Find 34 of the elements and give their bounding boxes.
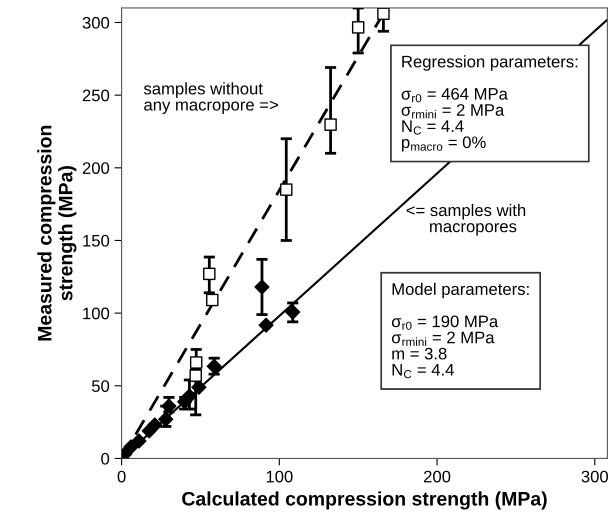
y-tick-label: 200 <box>82 162 110 174</box>
point <box>352 21 364 34</box>
x-tick-label: 200 <box>424 470 450 482</box>
point <box>203 268 216 280</box>
point <box>131 433 147 449</box>
annotation: samples without any macropore => <box>144 82 278 114</box>
y-tick-label: 300 <box>82 16 110 29</box>
point <box>147 417 162 433</box>
point <box>254 279 270 295</box>
point <box>285 304 300 320</box>
y-tick-label: 150 <box>83 234 110 247</box>
y-tick-label: 100 <box>83 308 110 320</box>
point <box>191 380 206 395</box>
text: Model parameters: σ$_{r0}$ = 190 MPa σ$_{rmini}$ = 2 MPa m = 3.8 N$_{C}$ = 4.4 <box>392 282 529 378</box>
point <box>158 412 174 427</box>
x-tick-label: 100 <box>266 470 293 482</box>
y-tick-label: 50 <box>92 380 110 392</box>
point <box>258 318 274 333</box>
x-tick-label: 0 <box>118 470 126 482</box>
point <box>190 356 202 369</box>
point <box>189 369 202 382</box>
y-axis-title: Measured compression strength (MPa) <box>37 126 76 340</box>
point <box>161 398 176 414</box>
annotation: <= samples with macropores <box>406 204 526 236</box>
text: Regression parameters: σ$_{r0}$ = 464 MPa σ$_{rmini}$ = 2 MPa N$_{C}$ = 4.4 p$_{macro}$ = 0% <box>402 55 578 152</box>
y-tick-label: 250 <box>82 90 110 102</box>
point <box>377 8 390 20</box>
y-tick-label: 0 <box>101 452 110 465</box>
point <box>123 439 139 454</box>
x-tick-label: 300 <box>582 470 608 482</box>
point <box>280 183 293 196</box>
x-axis-title: Calculated compression strength (MPa) <box>182 491 547 510</box>
point <box>206 294 219 306</box>
point <box>324 118 337 131</box>
